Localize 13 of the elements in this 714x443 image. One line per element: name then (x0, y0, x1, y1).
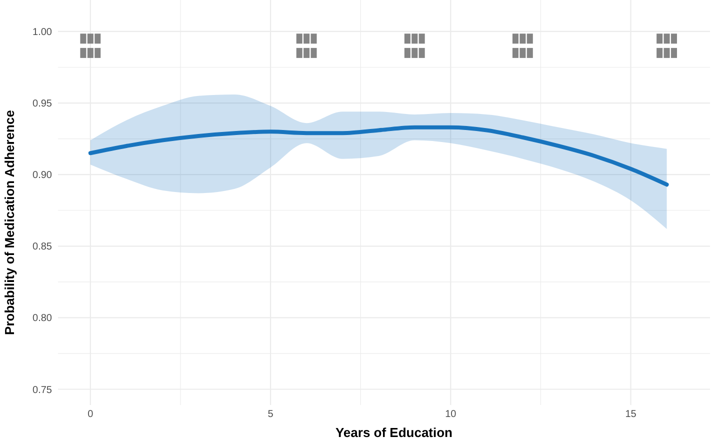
y-tick-label: 0.85 (32, 242, 52, 253)
y-axis-title: Probability of Medication Adherence (2, 110, 17, 335)
y-tick-label: 0.90 (32, 170, 52, 182)
x-tick-label: 0 (88, 409, 94, 420)
y-tick-label: 0.95 (32, 98, 52, 110)
x-tick-label: 10 (445, 409, 457, 420)
x-tick-label: 5 (268, 409, 274, 420)
x-axis-title: Years of Education (335, 425, 453, 440)
y-tick-label: 0.80 (32, 313, 52, 324)
y-tick-label: 0.75 (32, 384, 52, 396)
line-series (88, 125, 669, 187)
y-tick-label: 1.00 (32, 26, 52, 38)
x-tick-label: 15 (625, 409, 637, 420)
